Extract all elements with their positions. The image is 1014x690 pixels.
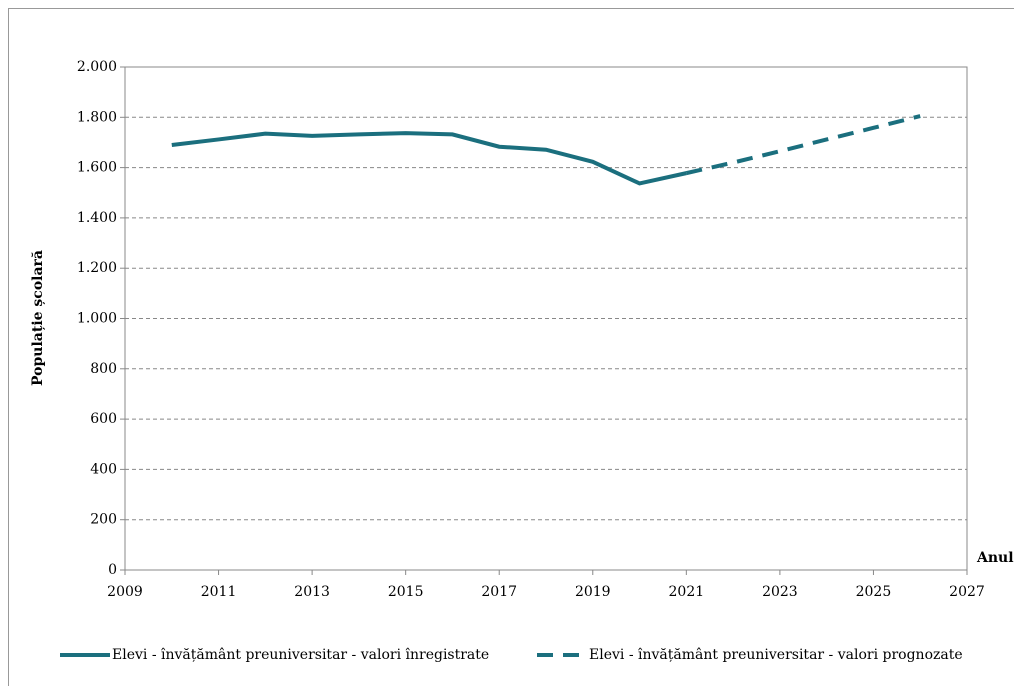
legend-label: Elevi - învățământ preuniversitar - valo… — [589, 647, 963, 663]
x-tick-label: 2025 — [856, 584, 892, 600]
y-tick-label: 2.000 — [77, 59, 117, 75]
x-tick-label: 2015 — [388, 584, 424, 600]
legend-label: Elevi - învățământ preuniversitar - valo… — [112, 647, 489, 663]
y-tick-label: 800 — [90, 361, 117, 377]
y-tick-label: 1.000 — [77, 311, 117, 327]
x-tick-label: 2027 — [949, 584, 985, 600]
x-tick-label: 2021 — [669, 584, 705, 600]
y-tick-label: 1.600 — [77, 160, 117, 176]
x-tick-label: 2011 — [201, 584, 237, 600]
y-tick-label: 200 — [90, 512, 117, 528]
y-tick-label: 1.400 — [77, 210, 117, 226]
x-tick-label: 2019 — [575, 584, 611, 600]
x-tick-label: 2009 — [107, 584, 143, 600]
y-tick-label: 600 — [90, 411, 117, 427]
data-line — [172, 133, 687, 183]
y-tick-label: 1.800 — [77, 109, 117, 125]
x-tick-label: 2013 — [294, 584, 330, 600]
data-line — [686, 116, 920, 173]
y-tick-label: 0 — [108, 562, 117, 578]
y-tick-label: 400 — [90, 461, 117, 477]
x-tick-label: 2017 — [481, 584, 517, 600]
x-tick-label: 2023 — [762, 584, 798, 600]
x-axis-label: Anul — [976, 550, 1014, 566]
y-axis-label: Populație școlară — [30, 250, 46, 386]
y-tick-label: 1.200 — [77, 260, 117, 276]
